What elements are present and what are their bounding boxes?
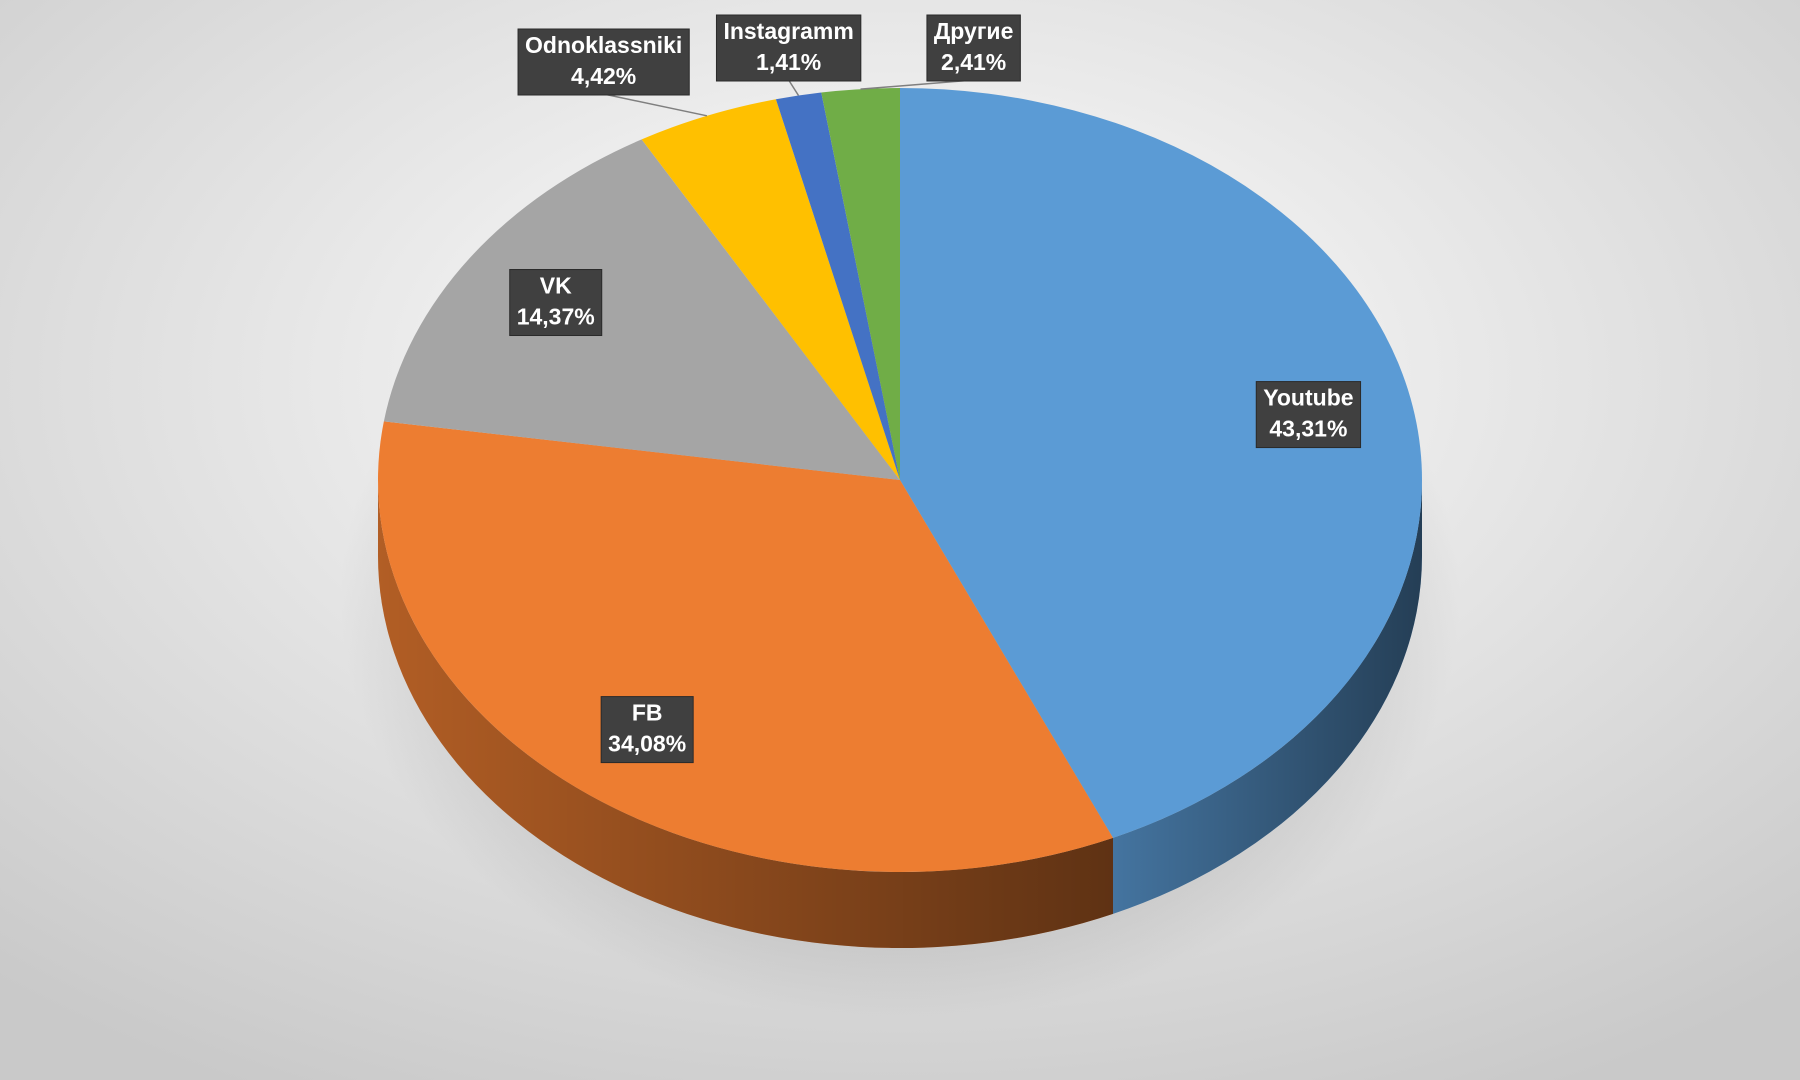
data-label-value: 1,41% (756, 49, 821, 75)
leader-line (788, 79, 800, 96)
data-label-name: Другие (934, 18, 1013, 44)
data-label-value: 14,37% (517, 304, 595, 330)
data-label-value: 43,31% (1269, 416, 1347, 442)
slice (383, 139, 900, 480)
slice (821, 88, 900, 480)
data-label: Youtube 43,31% (1255, 381, 1362, 449)
data-label-name: Youtube (1263, 385, 1353, 411)
data-label: FB 34,08% (600, 696, 694, 764)
data-labels: Youtube 43,31% FB 34,08% VK 14,37% Odnoklassni… (509, 14, 1362, 764)
data-label-value: 4,42% (571, 63, 636, 89)
data-label-box (715, 14, 862, 82)
pie-sides (378, 480, 1422, 949)
leader-line (603, 93, 708, 117)
slice-side-shade (378, 480, 1114, 949)
data-label: Odnoklassniki 4,42% (517, 28, 708, 117)
data-label-name: VK (540, 273, 572, 299)
data-label-box (509, 269, 603, 337)
leader-line (860, 79, 974, 90)
slice (377, 421, 1114, 872)
data-label-value: 34,08% (608, 731, 686, 757)
data-label-name: Instagramm (723, 18, 853, 44)
data-label-box (1255, 381, 1362, 449)
data-label-name: Odnoklassniki (525, 32, 682, 58)
data-label: Instagramm 1,41% (715, 14, 862, 96)
data-label-box (600, 696, 694, 764)
slice-side-shade (1113, 480, 1422, 914)
data-label: Другие 2,41% (860, 14, 1021, 90)
data-label-name: FB (632, 700, 663, 726)
pie-tops (377, 88, 1422, 872)
slice (641, 99, 900, 481)
data-label: VK 14,37% (509, 269, 603, 337)
slice (900, 88, 1422, 838)
data-label-box (517, 28, 690, 96)
slice (775, 92, 900, 480)
data-label-box (926, 14, 1021, 82)
data-label-value: 2,41% (941, 49, 1006, 75)
